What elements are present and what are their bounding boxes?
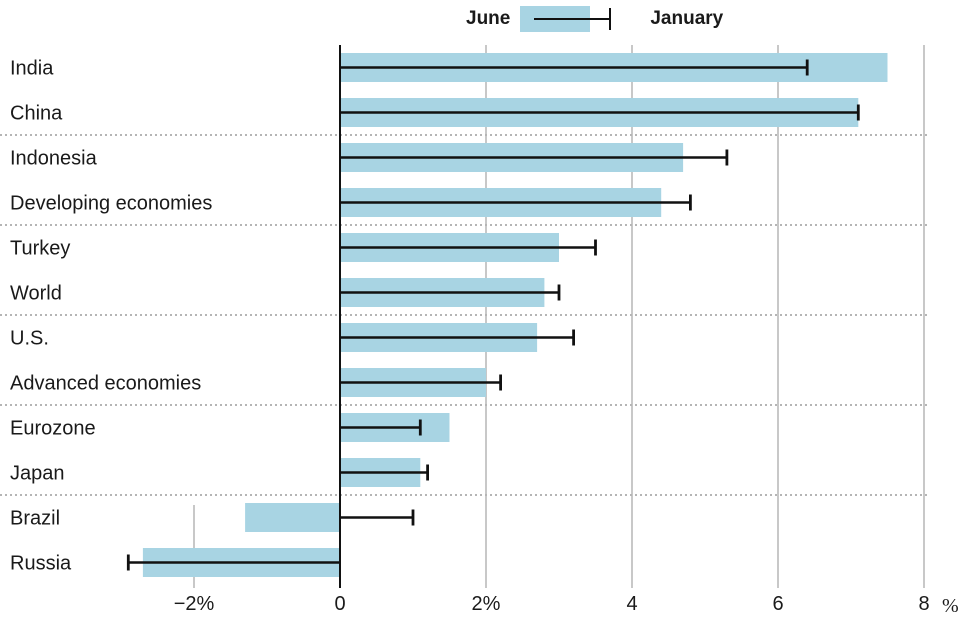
category-label: Developing economies — [10, 193, 212, 215]
x-tick-label: −2% — [174, 593, 215, 615]
category-label: Japan — [10, 463, 65, 485]
x-tick-label: 6 — [772, 593, 783, 615]
category-label: Russia — [10, 553, 72, 575]
category-label: Eurozone — [10, 418, 96, 440]
category-label: Brazil — [10, 508, 60, 530]
legend: June January — [466, 6, 723, 32]
category-label: U.S. — [10, 328, 49, 350]
legend-january-swatch — [530, 6, 640, 32]
x-tick-label: 4 — [626, 593, 637, 615]
category-label: India — [10, 58, 54, 80]
category-label: Advanced economies — [10, 373, 201, 395]
june-bar — [245, 503, 340, 532]
x-tick-label: 8 — [918, 593, 929, 615]
category-label: China — [10, 103, 63, 125]
legend-june-label: June — [466, 8, 511, 29]
legend-january-label: January — [650, 8, 724, 29]
category-label: Turkey — [10, 238, 70, 260]
x-tick-label: 2% — [472, 593, 501, 615]
x-tick-label: 0 — [334, 593, 345, 615]
category-label: Indonesia — [10, 148, 98, 170]
unit-label: % — [942, 595, 959, 617]
category-label: World — [10, 283, 62, 305]
